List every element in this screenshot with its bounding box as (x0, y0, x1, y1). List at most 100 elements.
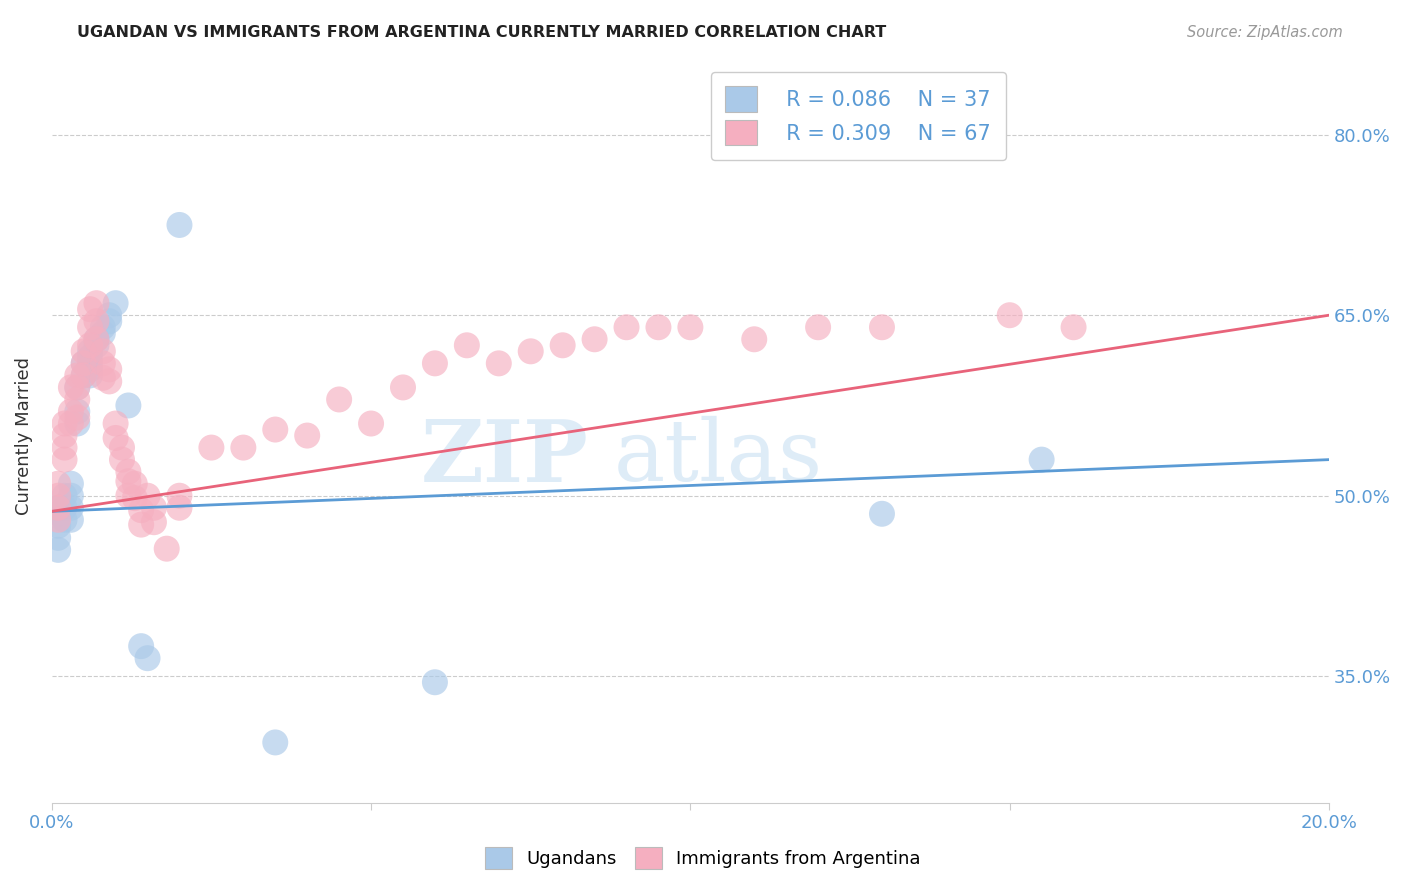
Point (66, 410, 89, 425)
Point (360, 417, 382, 431)
Point (870, 507, 893, 521)
Point (53, 452, 76, 467)
Point (295, 428, 318, 442)
Point (66, 368, 89, 383)
Point (142, 515, 165, 529)
Y-axis label: Currently Married: Currently Married (15, 357, 32, 515)
Point (200, 441, 222, 455)
Point (136, 489, 159, 503)
Point (129, 503, 152, 517)
Point (66, 380, 89, 394)
Point (169, 500, 191, 515)
Point (583, 332, 606, 346)
Point (111, 452, 134, 467)
Point (59, 513, 82, 527)
Point (232, 441, 254, 455)
Point (104, 431, 127, 445)
Point (551, 338, 574, 352)
Point (59, 500, 82, 515)
Point (423, 356, 446, 370)
Text: ZIP: ZIP (420, 416, 588, 500)
Point (98, 314, 121, 328)
Point (53, 417, 76, 431)
Point (73, 356, 96, 370)
Point (679, 320, 702, 334)
Point (124, 491, 146, 505)
Point (117, 475, 139, 489)
Point (73, 344, 96, 359)
Point (79, 362, 101, 376)
Point (46, 518, 69, 533)
Point (46, 476, 69, 491)
Point (264, 735, 287, 749)
Point (53, 489, 76, 503)
Point (53, 441, 76, 455)
Point (98, 362, 121, 376)
Legend:   R = 0.086    N = 37,   R = 0.309    N = 67: R = 0.086 N = 37, R = 0.309 N = 67 (711, 71, 1005, 160)
Point (129, 639, 152, 653)
Point (86, 338, 108, 352)
Point (117, 489, 139, 503)
Point (264, 423, 287, 437)
Point (59, 417, 82, 431)
Point (91, 344, 114, 359)
Point (1063, 320, 1085, 334)
Point (328, 392, 350, 407)
Point (117, 399, 139, 413)
Text: atlas: atlas (614, 416, 823, 500)
Point (73, 356, 96, 370)
Point (117, 465, 139, 479)
Point (807, 320, 830, 334)
Point (53, 500, 76, 515)
Point (91, 326, 114, 341)
Point (79, 338, 101, 352)
Point (91, 356, 114, 370)
Point (616, 320, 638, 334)
Point (98, 308, 121, 322)
Point (79, 320, 101, 334)
Point (66, 380, 89, 394)
Point (59, 380, 82, 394)
Point (46, 500, 69, 515)
Point (98, 375, 121, 389)
Point (1031, 452, 1053, 467)
Point (104, 417, 127, 431)
Point (46, 500, 69, 515)
Point (79, 356, 101, 370)
Point (998, 308, 1021, 322)
Point (86, 296, 108, 310)
Point (156, 541, 179, 556)
Point (79, 368, 101, 383)
Point (423, 675, 446, 690)
Point (53, 428, 76, 442)
Point (392, 380, 415, 394)
Point (111, 441, 134, 455)
Point (91, 371, 114, 385)
Point (66, 392, 89, 407)
Point (519, 344, 541, 359)
Point (46, 507, 69, 521)
Point (488, 356, 510, 370)
Point (46, 542, 69, 557)
Point (86, 332, 108, 346)
Point (46, 513, 69, 527)
Point (124, 476, 146, 491)
Point (46, 531, 69, 545)
Point (129, 517, 152, 532)
Legend: Ugandans, Immigrants from Argentina: Ugandans, Immigrants from Argentina (477, 838, 929, 879)
Point (73, 368, 96, 383)
Point (46, 489, 69, 503)
Point (53, 513, 76, 527)
Text: UGANDAN VS IMMIGRANTS FROM ARGENTINA CURRENTLY MARRIED CORRELATION CHART: UGANDAN VS IMMIGRANTS FROM ARGENTINA CUR… (77, 25, 887, 40)
Point (136, 651, 159, 665)
Point (79, 344, 101, 359)
Text: Source: ZipAtlas.com: Source: ZipAtlas.com (1187, 25, 1343, 40)
Point (104, 296, 127, 310)
Point (870, 320, 893, 334)
Point (91, 320, 114, 334)
Point (742, 332, 765, 346)
Point (59, 476, 82, 491)
Point (169, 489, 191, 503)
Point (169, 218, 191, 232)
Point (59, 404, 82, 418)
